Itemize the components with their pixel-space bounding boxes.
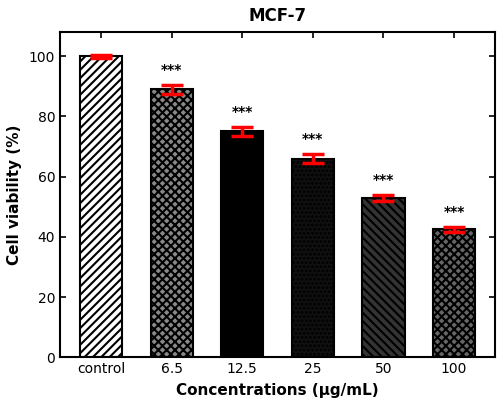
Bar bbox=[291, 158, 333, 357]
Bar bbox=[362, 198, 404, 357]
Text: ***: *** bbox=[372, 173, 393, 187]
Text: ***: *** bbox=[161, 63, 182, 77]
Bar bbox=[432, 229, 474, 357]
Title: MCF-7: MCF-7 bbox=[248, 7, 306, 25]
Bar bbox=[220, 131, 263, 357]
Y-axis label: Cell viability (%): Cell viability (%) bbox=[7, 124, 22, 265]
Text: ***: *** bbox=[231, 105, 253, 119]
Text: ***: *** bbox=[442, 205, 464, 220]
X-axis label: Concentrations (μg/mL): Concentrations (μg/mL) bbox=[176, 383, 378, 398]
Text: ***: *** bbox=[302, 132, 323, 147]
Bar bbox=[150, 89, 192, 357]
Bar bbox=[80, 56, 122, 357]
